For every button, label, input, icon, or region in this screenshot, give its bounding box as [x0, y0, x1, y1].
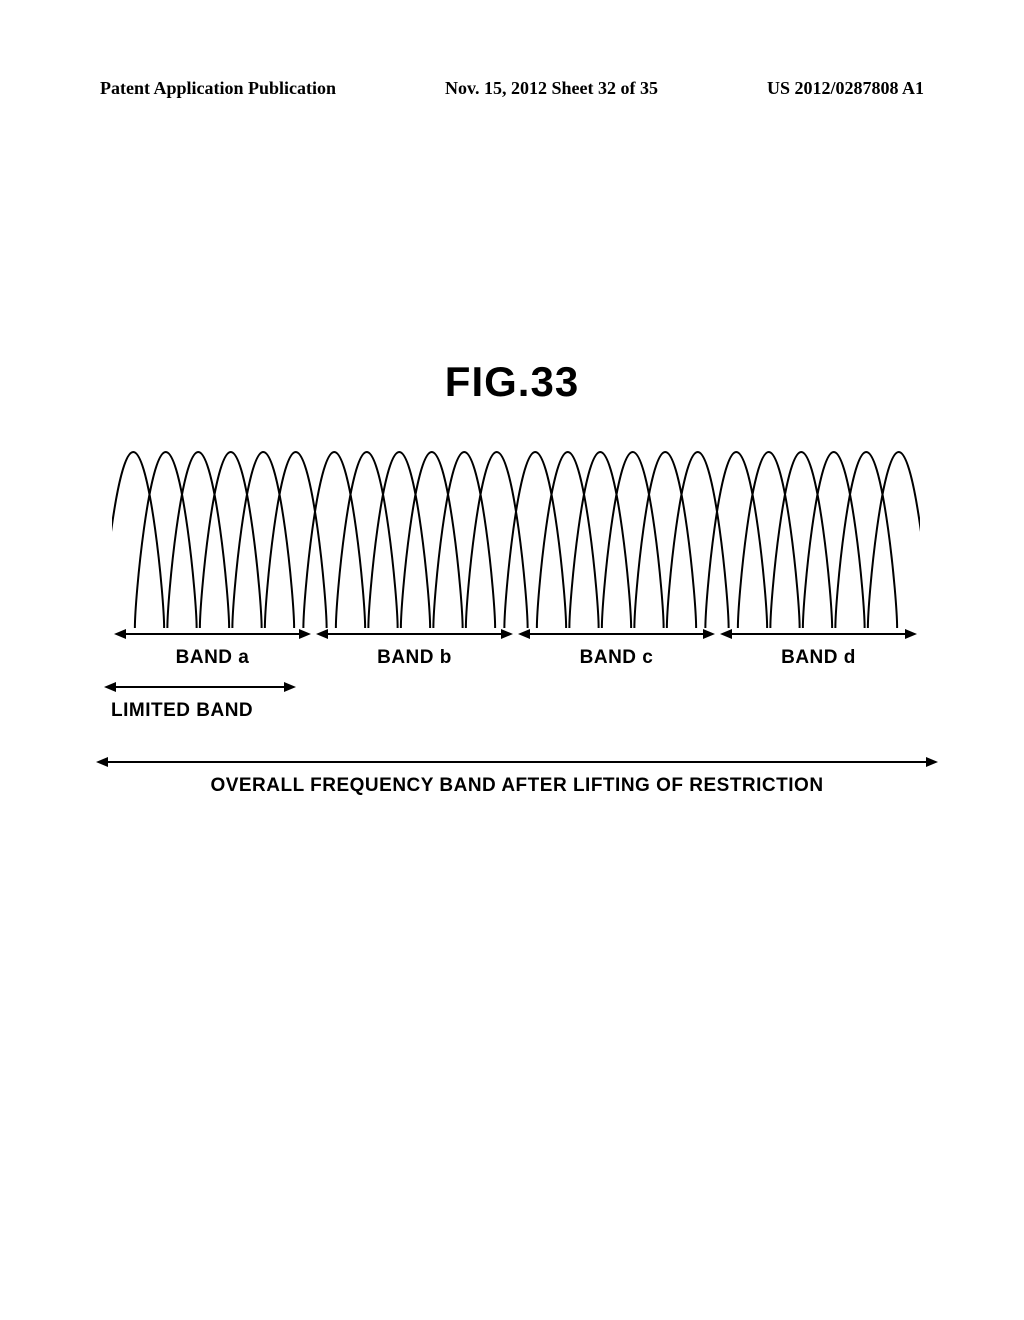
header-right: US 2012/0287808 A1 — [767, 78, 924, 99]
double-arrow-icon — [115, 627, 310, 641]
overall-band-label: OVERALL FREQUENCY BAND AFTER LIFTING OF … — [97, 775, 937, 797]
carrier-waveforms — [112, 440, 920, 640]
band-c-arrow: BAND c — [519, 627, 714, 669]
figure-title: FIG.33 — [0, 358, 1024, 406]
header-left: Patent Application Publication — [100, 78, 336, 99]
double-arrow-icon — [97, 755, 937, 769]
band-a-arrow: BAND a — [115, 627, 310, 669]
band-a-label: BAND a — [115, 647, 310, 669]
band-b-label: BAND b — [317, 647, 512, 669]
band-c-label: BAND c — [519, 647, 714, 669]
band-d-label: BAND d — [721, 647, 916, 669]
band-d-arrow: BAND d — [721, 627, 916, 669]
limited-band-label: LIMITED BAND — [111, 700, 295, 722]
double-arrow-icon — [519, 627, 714, 641]
overall-band-arrow: OVERALL FREQUENCY BAND AFTER LIFTING OF … — [97, 755, 937, 797]
frequency-diagram: BAND a BAND b BAND c BAND d — [112, 440, 920, 687]
band-b-arrow: BAND b — [317, 627, 512, 669]
double-arrow-icon — [317, 627, 512, 641]
double-arrow-icon — [105, 680, 295, 694]
limited-band-arrow: LIMITED BAND — [105, 680, 295, 722]
double-arrow-icon — [721, 627, 916, 641]
page-header: Patent Application Publication Nov. 15, … — [100, 78, 924, 99]
band-arrows-row: BAND a BAND b BAND c BAND d — [112, 627, 920, 687]
header-center: Nov. 15, 2012 Sheet 32 of 35 — [445, 78, 658, 99]
